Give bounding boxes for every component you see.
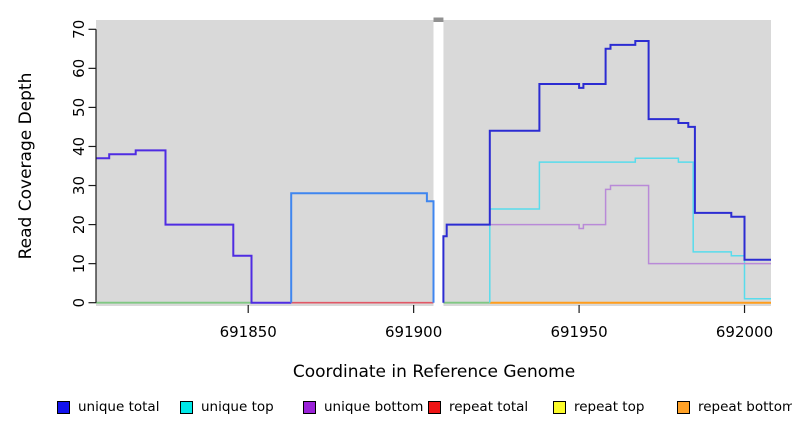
legend-swatch-repeat-total bbox=[428, 400, 441, 414]
legend-swatch-repeat-top bbox=[553, 400, 566, 414]
legend-item-repeat-total: repeat total bbox=[428, 397, 528, 417]
x-axis-title: Coordinate in Reference Genome bbox=[293, 362, 575, 382]
x-axis-tick-label-691900: 691900 bbox=[385, 323, 442, 341]
chart-legend: unique total unique top unique bottom repea… bbox=[0, 397, 792, 421]
legend-label-unique-top: unique top bbox=[201, 399, 274, 415]
legend-label-unique-total: unique total bbox=[78, 399, 160, 415]
legend-label-repeat-bottom: repeat bottom bbox=[698, 399, 792, 415]
gap-band-top-cap bbox=[433, 17, 444, 22]
series-line-unique-total-right bbox=[442, 40, 771, 303]
legend-item-repeat-bottom: repeat bottom bbox=[677, 397, 792, 417]
legend-item-unique-bottom: unique bottom bbox=[303, 397, 423, 417]
x-axis-tick-label-691950: 691950 bbox=[550, 323, 607, 341]
legend-label-repeat-top: repeat top bbox=[574, 399, 645, 415]
legend-label-unique-bottom: unique bottom bbox=[324, 399, 424, 415]
y-axis-tick-label-70: 70 bbox=[70, 20, 88, 39]
legend-label-repeat-total: repeat total bbox=[449, 399, 529, 415]
legend-item-unique-total: unique total bbox=[57, 397, 159, 417]
legend-swatch-unique-bottom bbox=[303, 400, 316, 414]
legend-item-repeat-top: repeat top bbox=[553, 397, 644, 417]
series-line-unique-bottom bbox=[489, 184, 771, 265]
y-axis-tick-label-60: 60 bbox=[70, 59, 88, 78]
y-axis-tick-label-40: 40 bbox=[70, 137, 88, 156]
series-line-unique-top bbox=[489, 157, 771, 303]
y-axis-tick-label-30: 30 bbox=[70, 176, 88, 195]
y-axis-tick-label-10: 10 bbox=[70, 254, 88, 273]
y-axis-tick-label-0: 0 bbox=[70, 298, 88, 308]
legend-swatch-unique-total bbox=[57, 400, 70, 414]
series-line-unique-total-left bbox=[96, 149, 292, 304]
legend-swatch-repeat-bottom bbox=[677, 400, 690, 414]
coverage-gap-band bbox=[433, 22, 444, 306]
series-line-unique-total-mid bbox=[290, 192, 435, 303]
x-axis-tick-label-692000: 692000 bbox=[716, 323, 773, 341]
y-axis-tick-label-20: 20 bbox=[70, 215, 88, 234]
legend-swatch-unique-top bbox=[180, 400, 193, 414]
x-axis-tick-label-691850: 691850 bbox=[220, 323, 277, 341]
y-axis-tick-label-50: 50 bbox=[70, 98, 88, 117]
legend-item-unique-top: unique top bbox=[180, 397, 274, 417]
y-axis-title: Read Coverage Depth bbox=[16, 73, 36, 260]
